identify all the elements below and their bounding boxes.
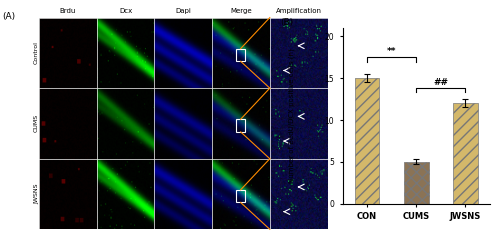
Bar	[404, 162, 428, 204]
Bar	[236, 119, 245, 132]
Text: ##: ##	[434, 78, 448, 88]
Text: CUMS: CUMS	[34, 114, 39, 132]
Text: (B): (B)	[280, 18, 293, 26]
Text: JWSNS: JWSNS	[34, 184, 39, 204]
Bar	[355, 78, 380, 204]
Bar	[236, 190, 245, 202]
Text: Amplification: Amplification	[276, 8, 322, 14]
Text: Dapi: Dapi	[176, 8, 191, 14]
Bar	[236, 49, 245, 61]
Text: Control: Control	[34, 41, 39, 64]
Text: (A): (A)	[2, 12, 16, 21]
Bar	[453, 103, 477, 204]
Text: Merge: Merge	[230, 8, 252, 14]
Text: Brdu: Brdu	[60, 8, 76, 14]
Y-axis label: Number of BedU/DCX positive cells (n): Number of BedU/DCX positive cells (n)	[289, 48, 296, 183]
Text: Dcx: Dcx	[119, 8, 132, 14]
Text: **: **	[387, 48, 396, 56]
